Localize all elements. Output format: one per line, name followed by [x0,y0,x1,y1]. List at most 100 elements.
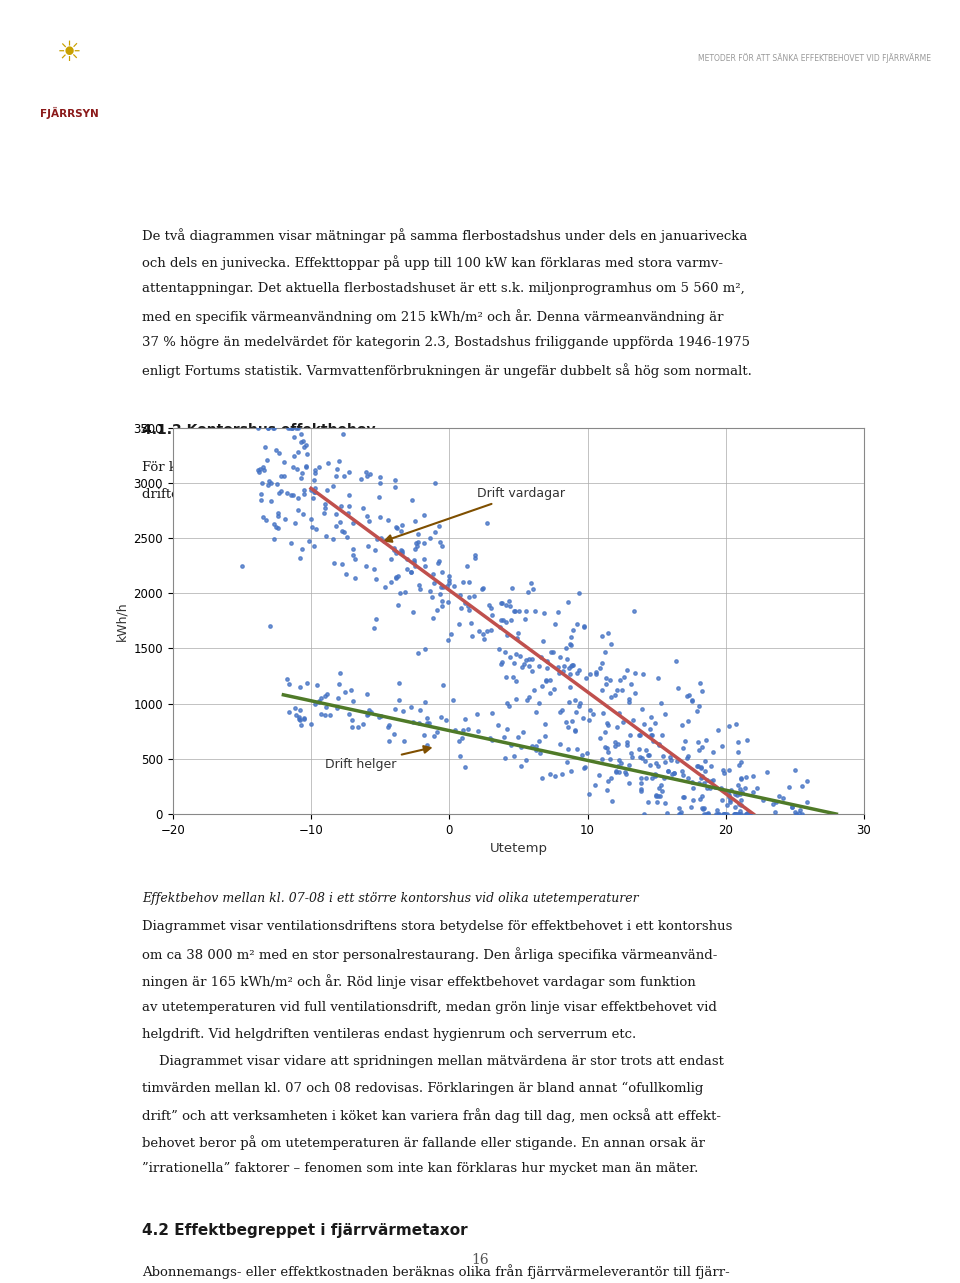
Point [636,803,651,824]
Point [658,793,673,813]
Point [293,467,308,488]
Point [262,616,277,636]
Point [738,767,754,788]
Point [610,680,625,701]
Point [588,661,603,681]
Point [457,593,472,613]
Point [768,792,783,812]
Text: 4.2 Effektbegreppet i fjärrvärmetaxor: 4.2 Effektbegreppet i fjärrvärmetaxor [142,1223,468,1238]
Point [281,702,297,722]
Point [431,516,446,536]
Point [307,694,323,715]
Point [591,765,607,785]
Point [598,667,613,688]
Point [457,757,472,777]
Point [267,513,282,534]
Point [322,704,337,725]
Point [707,776,722,797]
Point [498,594,514,615]
Point [429,599,444,620]
Point [418,639,433,659]
Point [637,740,653,761]
Point [410,523,425,544]
Point [746,781,761,802]
Point [509,627,524,648]
Point [461,600,476,621]
Point [673,803,688,824]
Point [342,704,357,725]
Point [603,686,618,707]
Point [619,731,635,752]
Point [536,603,551,624]
Point [317,503,332,523]
Point [503,735,518,756]
Point [564,761,579,781]
Point [446,576,462,597]
Point [728,803,743,824]
Point [319,684,334,704]
Point [734,783,750,803]
Point [594,749,610,770]
Point [317,686,332,707]
Point [610,717,625,738]
Point [716,762,732,783]
Point [420,713,435,734]
Point [636,713,652,734]
Point [695,738,710,758]
Point [512,600,527,621]
Point [586,704,601,725]
Text: helgdrift. Vid helgdriften ventileras endast hygienrum och serverrum etc.: helgdrift. Vid helgdriften ventileras en… [142,1028,636,1041]
Point [381,730,396,751]
Point [720,783,735,803]
Point [741,802,756,822]
Point [442,570,457,590]
Point [733,767,749,788]
Point [269,440,284,461]
Point [389,517,404,538]
Point [745,766,760,786]
Text: och dels en junivecka. Effekttoppar på upp till 100 kW kan förklaras med stora v: och dels en junivecka. Effekttoppar på u… [142,255,723,271]
Point [723,790,738,811]
Point [271,503,286,523]
Point [682,685,697,706]
Point [713,777,729,798]
Point [660,761,676,781]
Point [705,742,720,762]
Point [578,757,593,777]
Point [723,792,738,812]
Point [710,803,726,824]
Point [339,527,354,548]
Point [787,761,803,781]
Point [372,507,388,527]
Point [295,539,310,559]
Point [513,647,528,667]
Point [304,517,320,538]
Text: De två diagrammen visar mätningar på samma flerbostadshus under dels en januariv: De två diagrammen visar mätningar på sam… [142,228,748,244]
Point [524,649,540,670]
Point [706,770,721,790]
Point [307,459,323,480]
Point [793,801,808,821]
Point [261,417,276,438]
Point [373,706,389,726]
Point [543,642,559,662]
Point [622,692,637,712]
Point [355,715,371,735]
Point [721,786,736,807]
Point [677,786,692,807]
Point [692,672,708,693]
Point [515,657,530,677]
Text: timvärden mellan kl. 07 och 08 redovisas. Förklaringen är bland annat “ofullkoml: timvärden mellan kl. 07 och 08 redovisas… [142,1082,704,1094]
Point [539,671,554,692]
Point [417,504,432,525]
Point [644,725,660,745]
Text: FJÄRRSYN: FJÄRRSYN [39,108,99,119]
Text: 37 % högre än medelvärdet för kategorin 2.3, Bostadshus friliggande uppförda 194: 37 % högre än medelvärdet för kategorin … [142,336,750,349]
Point [253,484,269,504]
Point [399,549,415,570]
Point [600,713,615,734]
Point [403,697,419,717]
Point [333,495,348,516]
Point [433,576,448,597]
Point [297,707,312,727]
